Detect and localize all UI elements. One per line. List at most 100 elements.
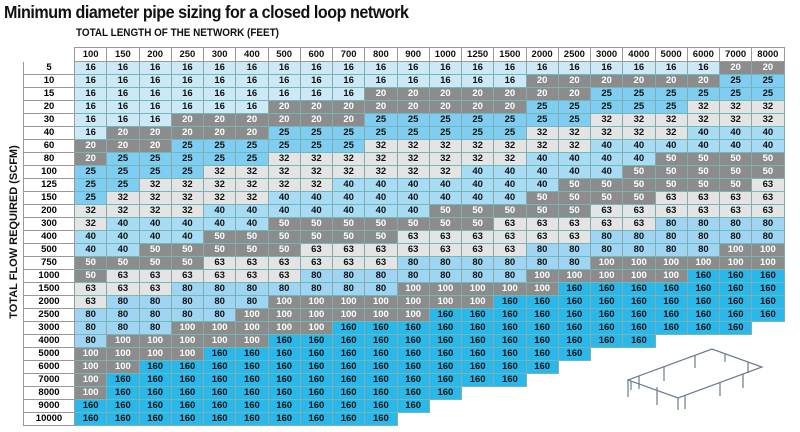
table-cell: 25: [107, 179, 140, 192]
table-cell: 16: [75, 114, 108, 127]
row-header: 300: [23, 218, 75, 231]
table-cell: 32: [268, 166, 301, 179]
table-cell: 25: [462, 114, 495, 127]
table-row: 5 16 16 16 16 16 16 16 16 16 16 16 16 16 16 16 16 16 16 16 1…: [23, 62, 785, 75]
table-cell: 40: [591, 166, 624, 179]
table-cell: 20: [558, 75, 591, 88]
table-cell: 25: [300, 127, 333, 140]
row-header: 20: [23, 101, 75, 114]
table-cell: 160: [236, 348, 269, 361]
table-cell: 40: [300, 205, 333, 218]
table-row: 150 25 32 32 32 32 32 40 40 40 40 40 40 40 40 50 50 50 50 6…: [23, 192, 785, 205]
table-cell: 20: [429, 88, 462, 101]
row-header: 10: [23, 75, 75, 88]
table-row: 9000 160 160 160 160 160 160 160 160 160 160 160: [23, 400, 785, 413]
table-cell: 63: [268, 257, 301, 270]
table-cell: 100: [397, 296, 430, 309]
table-cell: 100: [429, 296, 462, 309]
table-cell: 16: [365, 62, 398, 75]
table-cell: 20: [236, 127, 269, 140]
table-cell: 80: [333, 283, 366, 296]
table-cell: 100: [720, 244, 753, 257]
table-cell: 63: [687, 205, 720, 218]
table-cell: 63: [720, 192, 753, 205]
table-cell: 100: [623, 270, 656, 283]
table-cell: 16: [107, 114, 140, 127]
table-cell: 80: [300, 270, 333, 283]
table-cell: 160: [687, 296, 720, 309]
table-cell: 50: [139, 244, 172, 257]
table-cell: 160: [429, 361, 462, 374]
table-cell: 16: [494, 75, 527, 88]
table-cell: 50: [752, 166, 785, 179]
table-cell: 160: [204, 348, 237, 361]
table-cell: 50: [687, 179, 720, 192]
table-row: 1000 50 63 63 63 63 63 63 80 80 80 80 80 80 80 100 100 10…: [23, 270, 785, 283]
table-cell: 25: [75, 166, 108, 179]
table-cell: 80: [591, 231, 624, 244]
table-cell: 160: [720, 283, 753, 296]
table-cell: 16: [75, 75, 108, 88]
table-cell: 25: [333, 127, 366, 140]
table-cell: 40: [526, 153, 559, 166]
table-cell: 160: [462, 361, 495, 374]
table-cell: 63: [236, 257, 269, 270]
table-row: 750 50 50 50 50 63 63 63 63 63 63 80 80 80 80 80 80 100 10…: [23, 257, 785, 270]
row-header: 5000: [23, 348, 75, 361]
table-cell: 20: [107, 140, 140, 153]
table-cell: 32: [300, 166, 333, 179]
table-cell: 20: [107, 127, 140, 140]
table-cell: 80: [300, 283, 333, 296]
table-cell: 32: [204, 179, 237, 192]
table-cell: 100: [397, 283, 430, 296]
table-row: 30 16 16 16 20 20 20 20 20 20 25 25 25 25 25 25 25 32 32 32…: [23, 114, 785, 127]
table-cell: 63: [333, 244, 366, 257]
table-cell: 32: [494, 153, 527, 166]
table-cell: 20: [204, 127, 237, 140]
table-cell: 63: [397, 231, 430, 244]
table-cell: 100: [591, 257, 624, 270]
table-cell: 32: [623, 127, 656, 140]
table-cell: 63: [397, 244, 430, 257]
table-cell: 100: [687, 257, 720, 270]
table-cell: 160: [526, 348, 559, 361]
table-cell: 25: [204, 153, 237, 166]
table-cell: 40: [623, 153, 656, 166]
table-cell: 160: [365, 413, 398, 426]
table-cell: 80: [107, 322, 140, 335]
table-row: 20 16 16 16 16 16 16 20 20 20 20 20 20 20 20 25 25 25 25 25…: [23, 101, 785, 114]
table-cell: 20: [204, 114, 237, 127]
table-row: 15 16 16 16 16 16 16 16 16 16 20 20 20 20 20 20 20 25 25 25…: [23, 88, 785, 101]
table-cell: 16: [268, 88, 301, 101]
table-cell: 20: [397, 101, 430, 114]
table-cell: 160: [526, 309, 559, 322]
table-cell: 80: [171, 296, 204, 309]
column-header: 900: [397, 47, 430, 62]
table-cell: 32: [236, 179, 269, 192]
table-cell: 20: [687, 75, 720, 88]
table-cell: 160: [591, 283, 624, 296]
row-header: 1000: [23, 270, 75, 283]
table-cell: 160: [462, 335, 495, 348]
table-cell: 160: [623, 322, 656, 335]
table-cell: 63: [558, 231, 591, 244]
table-cell: 16: [171, 101, 204, 114]
table-cell: 80: [204, 309, 237, 322]
table-cell: 32: [75, 205, 108, 218]
table-cell: 25: [591, 88, 624, 101]
table-cell: 25: [752, 75, 785, 88]
table-cell: 32: [526, 140, 559, 153]
table-cell: 160: [300, 400, 333, 413]
table-cell: 160: [397, 374, 430, 387]
table-cell: 160: [268, 374, 301, 387]
header-row: 100 150 200 250 300 400 500 600 700 800 900 1000 125…: [23, 47, 785, 62]
table-cell: 20: [268, 114, 301, 127]
table-cell: 20: [171, 114, 204, 127]
table-cell: 50: [75, 257, 108, 270]
table-cell: 32: [558, 127, 591, 140]
table-cell: 20: [333, 101, 366, 114]
table-cell: 25: [655, 88, 688, 101]
row-header: 9000: [23, 400, 75, 413]
table-cell: 50: [655, 179, 688, 192]
table-cell: 32: [752, 101, 785, 114]
